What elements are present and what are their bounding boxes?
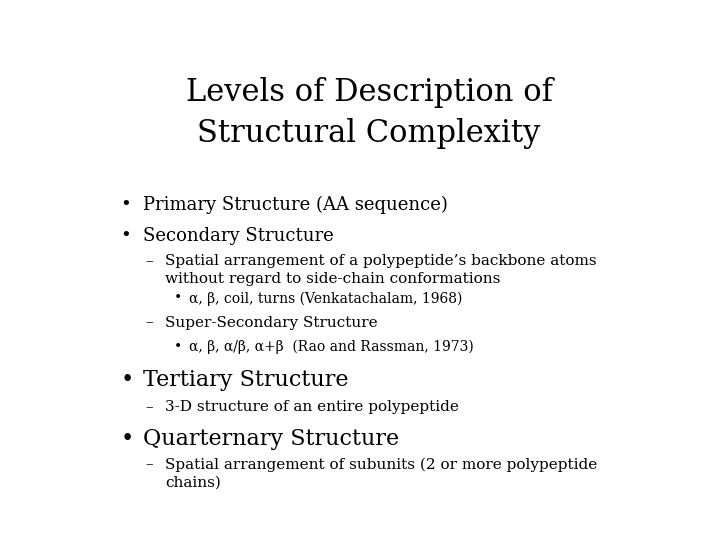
Text: Secondary Structure: Secondary Structure xyxy=(143,227,334,245)
Text: –: – xyxy=(145,400,153,414)
Text: •: • xyxy=(121,227,132,245)
Text: •: • xyxy=(121,428,134,450)
Text: –: – xyxy=(145,254,153,268)
Text: Tertiary Structure: Tertiary Structure xyxy=(143,369,348,391)
Text: Quarternary Structure: Quarternary Structure xyxy=(143,428,399,450)
Text: 3-D structure of an entire polypeptide: 3-D structure of an entire polypeptide xyxy=(166,400,459,414)
Text: –: – xyxy=(145,315,153,329)
Text: •: • xyxy=(121,369,134,391)
Text: Primary Structure (AA sequence): Primary Structure (AA sequence) xyxy=(143,196,448,214)
Text: –: – xyxy=(145,457,153,471)
Text: α, β, α/β, α+β  (Rao and Rassman, 1973): α, β, α/β, α+β (Rao and Rassman, 1973) xyxy=(189,340,474,354)
Text: •: • xyxy=(174,340,182,354)
Text: •: • xyxy=(121,196,132,214)
Text: α, β, coil, turns (Venkatachalam, 1968): α, β, coil, turns (Venkatachalam, 1968) xyxy=(189,292,463,306)
Text: Levels of Description of
Structural Complexity: Levels of Description of Structural Comp… xyxy=(186,77,552,149)
Text: •: • xyxy=(174,292,182,306)
Text: Spatial arrangement of subunits (2 or more polypeptide
chains): Spatial arrangement of subunits (2 or mo… xyxy=(166,457,598,490)
Text: Super-Secondary Structure: Super-Secondary Structure xyxy=(166,315,378,329)
Text: Spatial arrangement of a polypeptide’s backbone atoms
without regard to side-cha: Spatial arrangement of a polypeptide’s b… xyxy=(166,254,597,286)
